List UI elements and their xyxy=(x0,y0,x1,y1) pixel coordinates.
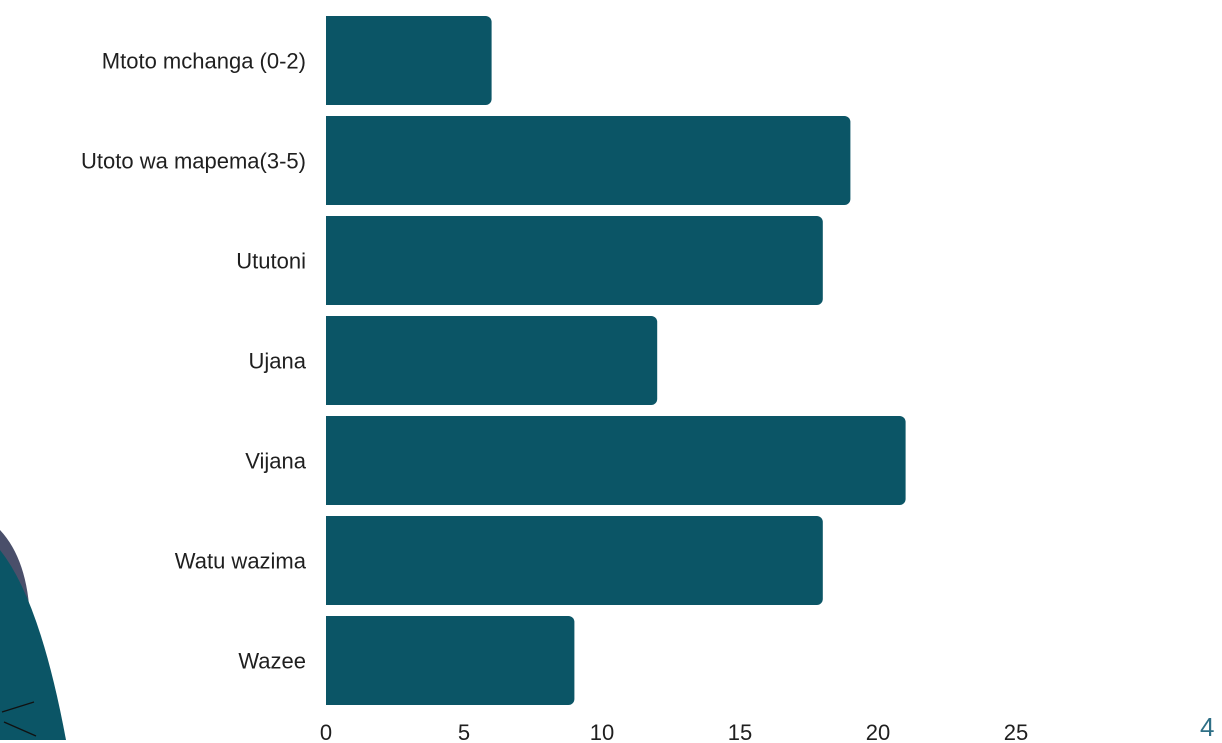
bar-5 xyxy=(326,416,906,505)
x-tick-label-10: 10 xyxy=(590,720,614,740)
decorative-stroke-2 xyxy=(3,721,37,737)
bar-4 xyxy=(326,316,658,405)
bar-5-edge xyxy=(326,416,334,505)
bar-4-edge xyxy=(326,316,334,405)
category-label-5: Vijana xyxy=(245,449,307,474)
bar-3 xyxy=(326,216,823,305)
category-label-4: Ujana xyxy=(249,349,307,374)
page-number: 4 xyxy=(1200,712,1215,742)
x-axis-ticks: 0 5 10 15 20 25 xyxy=(320,720,1028,740)
bar-3-edge xyxy=(326,216,334,305)
bar-1 xyxy=(326,16,492,105)
bar-6-edge xyxy=(326,516,334,605)
bar-1-edge xyxy=(326,16,334,105)
category-label-1: Mtoto mchanga (0-2) xyxy=(102,49,306,74)
bars-group xyxy=(326,16,906,705)
bar-7-edge xyxy=(326,616,334,705)
x-tick-label-20: 20 xyxy=(866,720,890,740)
bar-7 xyxy=(326,616,575,705)
x-tick-label-5: 5 xyxy=(458,720,470,740)
x-tick-label-15: 15 xyxy=(728,720,752,740)
category-labels: Mtoto mchanga (0-2) Utoto wa mapema(3-5) U… xyxy=(81,49,307,674)
bar-2-edge xyxy=(326,116,334,205)
bar-6 xyxy=(326,516,823,605)
x-tick-label-0: 0 xyxy=(320,720,332,740)
x-tick-label-25: 25 xyxy=(1004,720,1028,740)
category-label-6: Watu wazima xyxy=(175,549,307,574)
decorative-shape xyxy=(0,530,66,740)
decorative-shape-fill xyxy=(0,550,66,740)
category-label-7: Wazee xyxy=(238,649,306,674)
decorative-stroke-1 xyxy=(1,701,35,713)
bar-2 xyxy=(326,116,851,205)
category-label-2: Utoto wa mapema(3-5) xyxy=(81,149,306,174)
category-label-3: Ututoni xyxy=(236,249,306,274)
